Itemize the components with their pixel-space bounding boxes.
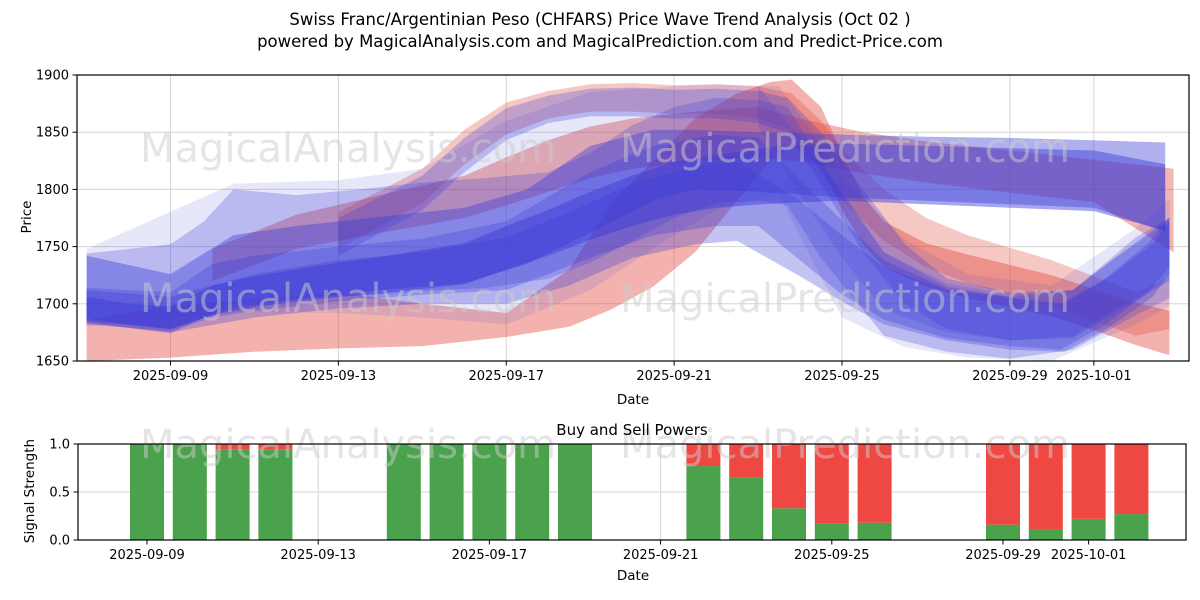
- price-band-blue-outer: [86, 97, 1170, 359]
- x-tick-label: 2025-09-09: [109, 548, 185, 563]
- price-band-red-lower-envelope: [86, 79, 1170, 361]
- buy-bar-2025-09-24: [772, 508, 806, 540]
- price-band-blue-leading-strand: [338, 87, 1170, 341]
- y-tick-label: 1750: [36, 240, 69, 255]
- buy-bar-2025-09-17: [472, 444, 507, 540]
- y-tick-label: 1800: [36, 183, 69, 198]
- sell-bar-2025-09-26: [857, 444, 892, 523]
- watermark-text: MagicalPrediction.com: [620, 126, 1070, 172]
- price-band-blue-flat-band: [86, 129, 1166, 329]
- buy-bar-2025-09-30: [1028, 529, 1063, 540]
- sell-bar-2025-09-12: [258, 444, 293, 450]
- price-band-blue-halo: [86, 84, 1170, 361]
- y-tick-label: 1.0: [49, 438, 70, 453]
- watermark-text: MagicalAnalysis.com: [140, 276, 556, 322]
- sell-bar-2025-09-23: [729, 444, 764, 478]
- x-tick-label: 2025-09-09: [133, 369, 209, 384]
- buy-bar-2025-09-09: [130, 444, 164, 540]
- buy-bar-2025-09-23: [729, 477, 764, 540]
- x-tick-label: 2025-09-13: [301, 369, 377, 384]
- figure-title: Swiss Franc/Argentinian Peso (CHFARS) Pr…: [289, 10, 911, 29]
- sell-bar-2025-09-11: [215, 444, 250, 450]
- sell-bar-2025-09-30: [1028, 444, 1063, 530]
- y-tick-label: 1700: [36, 297, 69, 312]
- x-tick-label: 2025-09-17: [452, 548, 528, 563]
- sell-bar-2025-09-29: [986, 444, 1020, 525]
- power-y-axis-label: Signal Strength: [22, 438, 38, 544]
- price-y-axis-label: Price: [19, 200, 35, 234]
- sell-bar-2025-09-25: [814, 444, 849, 524]
- buy-bar-2025-10-02: [1114, 514, 1149, 540]
- x-tick-label: 2025-09-29: [965, 548, 1041, 563]
- buy-bar-2025-09-12: [258, 449, 293, 540]
- watermark-text: MagicalAnalysis.com: [140, 126, 556, 172]
- y-tick-label: 1900: [36, 69, 69, 84]
- price-band-red-leading-strand: [338, 83, 1170, 336]
- sell-bar-2025-09-24: [772, 444, 806, 509]
- buy-bar-2025-09-15: [386, 444, 421, 540]
- buy-bar-2025-09-11: [215, 449, 250, 540]
- buy-bar-2025-09-18: [515, 444, 550, 540]
- power-bars: [130, 444, 1149, 540]
- buy-bar-2025-10-01: [1071, 518, 1106, 540]
- watermark-text: MagicalAnalysis.com: [140, 422, 556, 468]
- price-band-blue-mid-a: [86, 134, 1170, 350]
- figure-subtitle: powered by MagicalAnalysis.com and Magic…: [257, 32, 943, 51]
- x-tick-label: 2025-09-21: [636, 369, 712, 384]
- price-plot-border: [76, 74, 1190, 362]
- sell-bar-2025-10-01: [1071, 444, 1106, 519]
- buy-bar-2025-09-16: [429, 444, 464, 540]
- x-tick-label: 2025-09-17: [468, 369, 544, 384]
- y-tick-label: 0.0: [49, 534, 70, 549]
- y-tick-label: 1650: [36, 355, 69, 370]
- x-tick-label: 2025-10-01: [1051, 548, 1127, 563]
- price-band-red-upper-channel: [212, 107, 1174, 281]
- x-tick-label: 2025-09-25: [804, 369, 880, 384]
- x-tick-label: 2025-09-13: [280, 548, 356, 563]
- sell-bar-2025-10-02: [1114, 444, 1149, 515]
- buy-bar-2025-09-19: [558, 444, 592, 540]
- watermark-text: MagicalPrediction.com: [620, 276, 1070, 322]
- buy-bar-2025-09-10: [172, 444, 207, 540]
- buy-bar-2025-09-25: [814, 523, 849, 540]
- x-tick-label: 2025-09-25: [794, 548, 870, 563]
- x-tick-label: 2025-09-21: [623, 548, 699, 563]
- price-band-blue-core: [86, 143, 1166, 329]
- buy-bar-2025-09-22: [686, 466, 721, 540]
- buy-bar-2025-09-29: [986, 524, 1020, 540]
- power-x-axis-label: Date: [616, 568, 650, 584]
- watermark-text: MagicalPrediction.com: [620, 422, 1070, 468]
- power-chart-title: Buy and Sell Powers: [556, 421, 708, 439]
- price-band-blue-mid-b: [86, 161, 1170, 352]
- x-tick-label: 2025-10-01: [1056, 369, 1132, 384]
- buy-bar-2025-09-26: [857, 522, 892, 540]
- sell-bar-2025-09-22: [686, 444, 721, 467]
- price-bands: [86, 79, 1174, 361]
- price-x-axis-label: Date: [616, 392, 650, 408]
- price-band-blue-v-strand: [758, 86, 1170, 341]
- x-tick-label: 2025-09-29: [972, 369, 1048, 384]
- y-tick-label: 1850: [36, 126, 69, 141]
- y-tick-label: 0.5: [49, 486, 70, 501]
